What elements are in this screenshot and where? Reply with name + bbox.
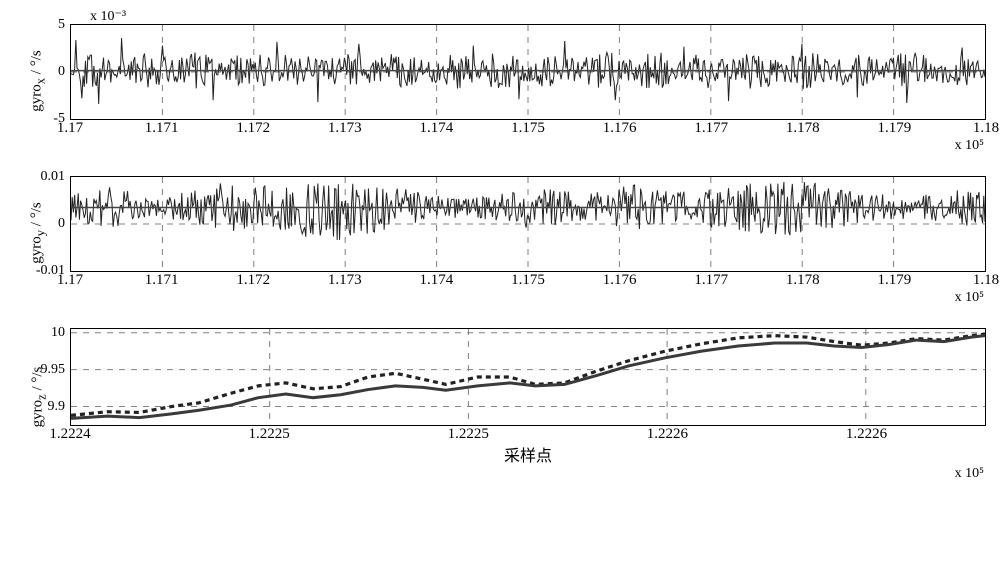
xtick-label: 1.173 <box>328 272 362 289</box>
right-exponent: x 10⁵ <box>70 290 986 306</box>
grid <box>71 177 985 271</box>
xticklabels: 1.171.1711.1721.1731.1741.1751.1761.1771… <box>70 120 986 138</box>
ytick-label: 9.9 <box>48 399 66 415</box>
ytick-label: 0 <box>58 216 65 232</box>
xtick-label: 1.179 <box>878 272 912 289</box>
plot-svg <box>71 177 985 271</box>
ytick-label: 0.01 <box>41 169 66 185</box>
xticklabels: 1.22241.22251.22251.22261.2226 <box>70 426 986 444</box>
xtick-label: 1.2226 <box>647 426 688 443</box>
right-exponent: x 10⁵ <box>70 466 986 482</box>
ytick-label: 0 <box>58 64 65 80</box>
xtick-label: 1.179 <box>878 120 912 137</box>
xtick-label: 1.2225 <box>448 426 489 443</box>
xtick-label: 1.174 <box>420 120 454 137</box>
xtick-label: 1.171 <box>145 120 179 137</box>
right-exponent: x 10⁵ <box>70 138 986 154</box>
xtick-label: 1.2225 <box>249 426 290 443</box>
xtick-label: 1.177 <box>694 272 728 289</box>
xtick-label: 1.177 <box>694 120 728 137</box>
ylabel-text: gyroy / °/s <box>29 202 49 263</box>
xtick-label: 1.17 <box>57 272 83 289</box>
ytick-label: 9.95 <box>41 362 66 378</box>
xtick-label: 1.176 <box>603 272 637 289</box>
panel-gyro-x: gyrox / °/s x 10⁻³ -505 1.17 1.171 1.172 1.… <box>8 8 986 154</box>
xtick-label: 1.172 <box>236 272 270 289</box>
axes-gyro-x: -505 <box>70 24 986 120</box>
plot-svg <box>71 25 985 119</box>
xtick-label: 1.18 <box>973 120 999 137</box>
xtick-label: 1.175 <box>511 272 545 289</box>
xtick-label: 1.171 <box>145 272 179 289</box>
xtick-label: 1.178 <box>786 272 820 289</box>
ytick-label: 5 <box>58 17 65 33</box>
ylabel-text: gyrox / °/s <box>29 50 49 111</box>
xtick-label: 1.173 <box>328 120 362 137</box>
xtick-label: 1.174 <box>420 272 454 289</box>
axes-gyro-z: 9.99.9510 <box>70 328 986 426</box>
xtick-label: 1.18 <box>973 272 999 289</box>
panel-gyro-y: gyroy / °/s -0.0100.01 1.17 1.171 1.172 1.1… <box>8 160 986 306</box>
axes-gyro-y: -0.0100.01 <box>70 176 986 272</box>
xtick-label: 1.178 <box>786 120 820 137</box>
xtick-label: 1.17 <box>57 120 83 137</box>
plot-svg <box>71 329 985 425</box>
top-exponent <box>70 312 986 328</box>
figure: gyrox / °/s x 10⁻³ -505 1.17 1.171 1.172 1.… <box>8 8 986 482</box>
xticklabels: 1.171.1711.1721.1731.1741.1751.1761.1771… <box>70 272 986 290</box>
xtick-label: 1.2224 <box>49 426 90 443</box>
ytick-label: 10 <box>51 325 65 341</box>
top-exponent <box>70 160 986 176</box>
xtick-label: 1.176 <box>603 120 637 137</box>
xtick-label: 1.175 <box>511 120 545 137</box>
series-lower <box>71 336 985 419</box>
top-exponent: x 10⁻³ <box>70 8 986 24</box>
panel-gyro-z: gyroz / °/s 9.99.9510 1.22241.22251.2225… <box>8 312 986 482</box>
xtick-label: 1.2226 <box>846 426 887 443</box>
xtick-label: 1.172 <box>236 120 270 137</box>
xlabel: 采样点 <box>70 442 986 466</box>
